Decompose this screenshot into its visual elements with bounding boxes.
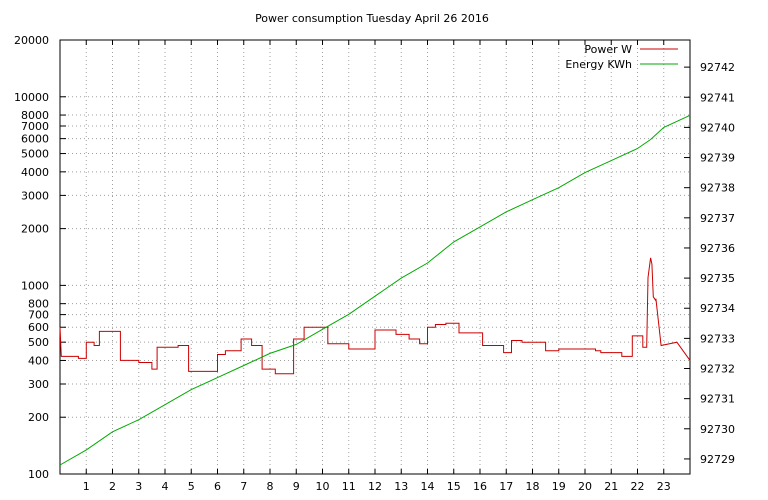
y-left-tick-label: 300 [28, 378, 49, 391]
x-tick-label: 5 [188, 480, 195, 493]
x-tick-label: 19 [552, 480, 566, 493]
y-right-tick-label: 92730 [700, 423, 735, 436]
x-tick-label: 4 [162, 480, 169, 493]
y-right-tick-label: 92739 [700, 152, 735, 165]
y-left-tick-label: 7000 [21, 120, 49, 133]
y-right-tick-label: 92738 [700, 182, 735, 195]
x-tick-label: 10 [316, 480, 330, 493]
grid-layer [60, 40, 690, 474]
legend: Power W Energy KWh [565, 43, 678, 71]
y-left-tick-label: 6000 [21, 133, 49, 146]
y-right-tick-label: 92735 [700, 272, 735, 285]
y-left-tick-label: 3000 [21, 189, 49, 202]
x-tick-label: 20 [578, 480, 592, 493]
y-left-tick-label: 1000 [21, 279, 49, 292]
x-tick-label: 14 [421, 480, 435, 493]
chart-title: Power consumption Tuesday April 26 2016 [255, 12, 489, 25]
series-line-energy-kwh [59, 114, 691, 466]
legend-label-energy: Energy KWh [565, 58, 632, 71]
y-left-tick-label: 600 [28, 321, 49, 334]
y-left-tick-label: 100 [28, 468, 49, 481]
y-left-tick-label: 8000 [21, 109, 49, 122]
y-left-tick-label: 10000 [14, 91, 49, 104]
y-left-tick-label: 5000 [21, 148, 49, 161]
x-tick-label: 21 [604, 480, 618, 493]
y-left-tick-label: 2000 [21, 223, 49, 236]
y-left-tick-label: 500 [28, 336, 49, 349]
x-tick-label: 8 [267, 480, 274, 493]
x-tick-label: 9 [293, 480, 300, 493]
series-line-power-w [59, 257, 691, 375]
y-right-tick-label: 92740 [700, 121, 735, 134]
x-tick-label: 18 [526, 480, 540, 493]
y-left-tick-label: 4000 [21, 166, 49, 179]
x-tick-label: 7 [240, 480, 247, 493]
y-left-tick-label: 20000 [14, 34, 49, 47]
y-right-tick-label: 92731 [700, 393, 735, 406]
ticks-layer: 1 2 3 4 5 6 7 8 9 10 11 12 13 14 15 16 17 18 19 20 21 22 23100… [14, 34, 735, 493]
y-right-tick-label: 92733 [700, 332, 735, 345]
x-tick-label: 1 [83, 480, 90, 493]
y-right-tick-label: 92736 [700, 242, 735, 255]
x-tick-label: 12 [368, 480, 382, 493]
x-tick-label: 16 [473, 480, 487, 493]
y-left-tick-label: 400 [28, 354, 49, 367]
x-tick-label: 17 [499, 480, 513, 493]
x-tick-label: 2 [109, 480, 116, 493]
x-tick-label: 3 [135, 480, 142, 493]
series-layer [59, 114, 691, 466]
y-right-tick-label: 92737 [700, 212, 735, 225]
y-right-tick-label: 92742 [700, 61, 735, 74]
y-right-tick-label: 92729 [700, 453, 735, 466]
x-tick-label: 23 [657, 480, 671, 493]
y-right-tick-label: 92732 [700, 363, 735, 376]
y-right-tick-label: 92734 [700, 302, 735, 315]
y-right-tick-label: 92741 [700, 91, 735, 104]
x-tick-label: 22 [631, 480, 645, 493]
x-tick-label: 11 [342, 480, 356, 493]
y-left-tick-label: 800 [28, 298, 49, 311]
x-tick-label: 15 [447, 480, 461, 493]
y-left-tick-label: 700 [28, 309, 49, 322]
x-tick-label: 6 [214, 480, 221, 493]
y-left-tick-label: 200 [28, 411, 49, 424]
x-tick-label: 13 [394, 480, 408, 493]
legend-label-power: Power W [584, 43, 632, 56]
